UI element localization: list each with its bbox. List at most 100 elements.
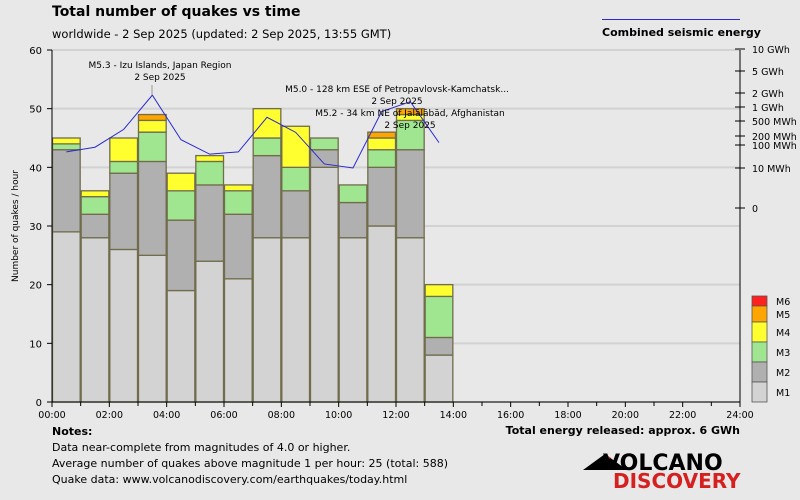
bar-m1 [109, 248, 139, 403]
bar-m2 [51, 149, 81, 233]
annotation-title: M5.3 - Izu Islands, Japan Region [89, 61, 232, 71]
bar-m1 [80, 237, 110, 403]
bar-m3 [166, 190, 196, 221]
bar-m2 [80, 213, 110, 239]
bar-m2 [309, 149, 339, 168]
annotation-date: 2 Sep 2025 [384, 121, 435, 131]
x-tick-label: 06:00 [210, 410, 237, 421]
x-tick-label: 02:00 [96, 410, 123, 421]
bar-m3 [51, 143, 81, 151]
energy-tick-label: 500 MWh [752, 117, 797, 128]
bar-m4 [367, 137, 397, 151]
bar-m2 [109, 172, 139, 251]
bar-m4 [195, 154, 225, 163]
bar-m1 [281, 237, 311, 403]
y-tick-label: 10 [29, 339, 42, 350]
bar-m4 [223, 184, 253, 192]
energy-tick-label: 10 GWh [752, 45, 790, 56]
x-tick-label: 16:00 [497, 410, 524, 421]
legend-swatch-m3 [751, 341, 768, 363]
legend-label-m2: M2 [776, 368, 790, 379]
y-tick-label: 60 [29, 46, 42, 57]
energy-total: Total energy released: approx. 6 GWh [505, 424, 740, 437]
bar-m2 [166, 219, 196, 292]
x-tick-label: 12:00 [382, 410, 409, 421]
energy-tick-label: 5 GWh [752, 67, 784, 78]
legend-label-m5: M5 [776, 310, 790, 321]
bar-m3 [223, 190, 253, 215]
bar-m4 [109, 137, 139, 163]
bar-m2 [223, 213, 253, 280]
bar-m2 [281, 190, 311, 239]
bar-m5 [367, 131, 397, 139]
energy-tick-label: 10 MWh [752, 164, 791, 175]
legend-swatch-m5 [751, 305, 768, 323]
notes-heading: Notes: [52, 425, 93, 438]
bar-m2 [338, 201, 368, 239]
chart-title: Total number of quakes vs time [52, 4, 301, 20]
chart-subtitle: worldwide - 2 Sep 2025 (updated: 2 Sep 2… [52, 27, 392, 41]
legend-label-m3: M3 [776, 348, 790, 359]
bar-m4 [252, 108, 282, 139]
x-tick-label: 22:00 [669, 410, 696, 421]
y-tick-label: 0 [36, 398, 42, 409]
bar-m4 [80, 190, 110, 198]
bar-m1 [252, 237, 282, 403]
x-tick-label: 10:00 [325, 410, 352, 421]
x-tick-label: 08:00 [268, 410, 295, 421]
svg-text:DISCOVERY: DISCOVERY [613, 469, 741, 493]
bar-m1 [137, 254, 167, 403]
bar-m4 [424, 284, 454, 298]
annotation-date: 2 Sep 2025 [371, 97, 422, 107]
energy-line [66, 94, 440, 169]
y-axis-label: Number of quakes / hour [11, 170, 21, 282]
energy-tick-label: 200 MWh [752, 132, 797, 143]
bar-m1 [223, 278, 253, 403]
annotation-title: M5.2 - 34 km NE of Jalālābād, Afghanista… [315, 109, 504, 119]
bar-m1 [309, 166, 339, 403]
annotation-title: M5.0 - 128 km ESE of Petropavlovsk-Kamch… [285, 85, 509, 95]
energy-tick-label: 0 [752, 204, 758, 215]
energy-legend-line [602, 19, 740, 20]
bar-m1 [338, 237, 368, 403]
note-line: Quake data: www.volcanodiscovery.com/ear… [52, 473, 408, 486]
bar-m1 [367, 225, 397, 403]
y-tick-label: 20 [29, 281, 42, 292]
y-tick-label: 40 [29, 163, 42, 174]
bar-m4 [166, 172, 196, 192]
bar-m5 [395, 108, 425, 116]
legend-swatch-m1 [751, 381, 768, 403]
note-line: Data near-complete from magnitudes of 4.… [52, 441, 351, 454]
bar-m4 [281, 125, 311, 168]
bar-m2 [367, 166, 397, 227]
bar-m1 [395, 237, 425, 403]
x-tick-label: 14:00 [440, 410, 467, 421]
bar-m1 [51, 231, 81, 403]
bar-m1 [424, 354, 454, 403]
note-line: Average number of quakes above magnitude… [52, 457, 448, 470]
legend-label-m6: M6 [776, 297, 790, 308]
annotation-date: 2 Sep 2025 [134, 73, 185, 83]
x-tick-label: 00:00 [38, 410, 65, 421]
legend-swatch-m4 [751, 321, 768, 343]
x-tick-label: 20:00 [612, 410, 639, 421]
energy-tick-label: 1 GWh [752, 103, 784, 114]
energy-legend-label: Combined seismic energy [602, 26, 761, 39]
bar-m3 [338, 184, 368, 204]
bar-m3 [195, 160, 225, 186]
svg-text:VOLCANO: VOLCANO [603, 451, 723, 476]
y-tick-label: 50 [29, 105, 42, 116]
legend-swatch-m2 [751, 361, 768, 383]
x-tick-label: 24:00 [726, 410, 753, 421]
legend-label-m1: M1 [776, 388, 790, 399]
bar-m1 [166, 289, 196, 403]
bar-m3 [395, 119, 425, 151]
bar-m3 [252, 137, 282, 157]
bar-m2 [424, 336, 454, 356]
notes: Notes: Data near-complete from magnitude… [52, 424, 448, 488]
bar-m5 [137, 113, 167, 122]
x-tick-label: 18:00 [554, 410, 581, 421]
bar-m3 [424, 295, 454, 339]
bar-m3 [281, 166, 311, 192]
